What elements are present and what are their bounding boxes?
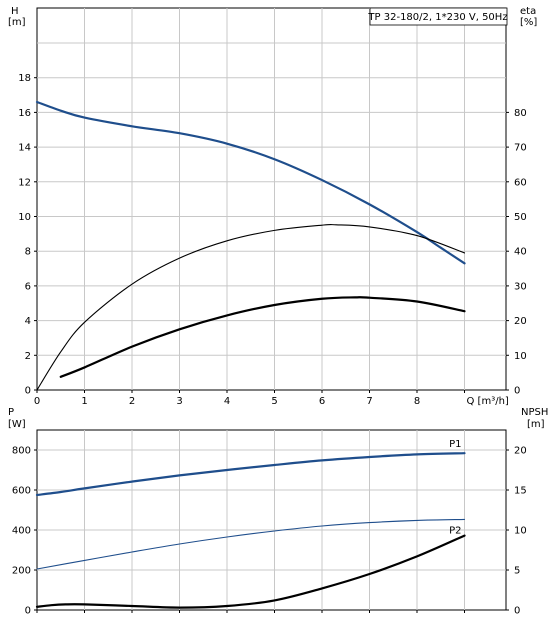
top-right-axis-unit: [%] <box>520 17 537 28</box>
bottom-right-axis-unit: [m] <box>527 419 545 430</box>
top-left-tick-label: 16 <box>18 108 31 119</box>
chart-title-box: TP 32-180/2, 1*230 V, 50Hz <box>367 7 508 26</box>
bottom-panel: 0 200 400 600 800 0 5 10 15 20 P[W] NPSH[m] P1 P2 <box>8 407 548 617</box>
top-x-tick-label: 1 <box>81 396 87 407</box>
top-left-tick-label: 12 <box>18 177 31 188</box>
top-x-tick-label: 6 <box>319 396 325 407</box>
top-left-tick-label: 4 <box>25 316 31 327</box>
top-right-tick-label: 20 <box>514 316 527 327</box>
top-left-axis-name: H <box>11 6 19 17</box>
bottom-right-tick-label: 5 <box>514 566 520 577</box>
top-right-tick-label: 60 <box>514 177 527 188</box>
top-right-tick-label: 10 <box>514 351 527 362</box>
bottom-left-tick-label: 600 <box>12 486 31 497</box>
bottom-left-axis-name: P <box>8 407 14 418</box>
bottom-left-tick-label: 0 <box>25 606 31 617</box>
top-left-tick-label: 6 <box>25 281 31 292</box>
bottom-series-p2-line <box>36 518 466 570</box>
top-left-axis-unit: [m] <box>8 17 26 28</box>
bottom-right-tick-label: 20 <box>514 446 527 457</box>
bottom-left-tick-label: 200 <box>12 566 31 577</box>
series-label-p1: P1 <box>449 439 461 450</box>
top-left-tick-label: 10 <box>18 212 31 223</box>
top-x-tick-label: 2 <box>129 396 135 407</box>
top-left-tick-label: 2 <box>25 351 31 362</box>
top-x-tick-label: 4 <box>224 396 230 407</box>
top-right-tick-label: 30 <box>514 281 527 292</box>
top-left-tick-label: 0 <box>25 386 31 397</box>
series-label-p2: P2 <box>449 525 461 536</box>
top-x-tick-label: 7 <box>366 396 372 407</box>
bottom-right-tick-label: 0 <box>514 606 520 617</box>
chart-title: TP 32-180/2, 1*230 V, 50Hz <box>367 12 507 23</box>
top-plot-frame <box>36 7 507 391</box>
title-box-frame <box>369 7 508 26</box>
top-x-tick-label: 5 <box>271 396 277 407</box>
bottom-series-p1-line <box>35 452 466 497</box>
top-right-tick-label: 50 <box>514 212 527 223</box>
top-x-tick-label: 8 <box>414 396 420 407</box>
bottom-series-curve-2-line <box>35 534 466 609</box>
top-right-tick-label: 70 <box>514 143 527 154</box>
top-panel: 02468101214161801020304050607080H[m]eta[… <box>8 6 537 407</box>
top-x-tick-label: 3 <box>176 396 182 407</box>
top-series-curve-1-line <box>36 223 466 391</box>
bottom-left-tick-label: 400 <box>12 526 31 537</box>
top-right-tick-label: 0 <box>514 386 520 397</box>
top-right-tick-label: 40 <box>514 247 527 258</box>
bottom-right-tick-label: 15 <box>514 486 527 497</box>
top-right-axis-name: eta <box>520 6 536 17</box>
top-x-tick-label: 0 <box>34 396 40 407</box>
top-right-tick-label: 80 <box>514 108 527 119</box>
top-left-tick-label: 8 <box>25 247 31 258</box>
top-x-axis-label: Q [m³/h] <box>467 396 509 407</box>
bottom-right-tick-label: 10 <box>514 526 527 537</box>
top-left-tick-label: 18 <box>18 73 31 84</box>
bottom-left-axis-unit: [W] <box>8 419 26 430</box>
bottom-plot-frame <box>36 429 507 611</box>
bottom-left-tick-label: 800 <box>12 446 31 457</box>
top-series-curve-2-line <box>59 296 466 378</box>
bottom-right-axis-name: NPSH <box>521 407 548 418</box>
top-series-curve-0-line <box>35 100 466 265</box>
top-left-tick-label: 14 <box>18 143 31 154</box>
